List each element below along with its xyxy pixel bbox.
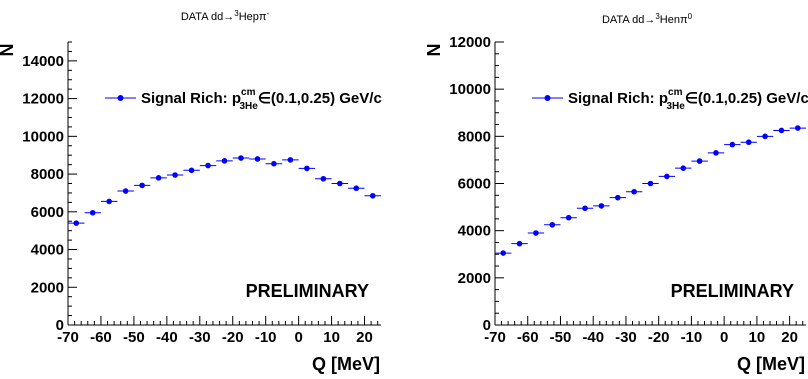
data-point: [696, 158, 703, 164]
data-point: [254, 156, 261, 162]
data-point: [304, 165, 310, 172]
data-point: [680, 165, 687, 171]
data-point: [369, 192, 376, 199]
data-point: [762, 133, 768, 140]
data-point: [565, 214, 572, 221]
legend-text: Signal Rich: pcm 3He∈(0.1,0.25) GeV/c: [141, 87, 382, 112]
data-point: [73, 220, 80, 226]
x-tick-label: -70: [484, 329, 506, 346]
data-point: [533, 230, 539, 236]
data-point: [337, 180, 343, 187]
y-axis-label: N: [0, 44, 17, 57]
x-tick-label: 10: [323, 329, 340, 346]
x-tick-label: -20: [222, 329, 244, 346]
x-tick-label: 0: [720, 329, 728, 346]
data-point: [89, 209, 96, 216]
y-tick-label: 2000: [31, 279, 64, 296]
y-tick-label: 4000: [31, 242, 64, 259]
chart-title: DATA dd→3Henπ0: [602, 12, 693, 26]
data-point: [287, 157, 294, 163]
y-tick-label: 8000: [458, 128, 491, 145]
data-point: [631, 188, 637, 195]
x-axis-label: Q [MeV]: [312, 354, 380, 374]
data-point: [188, 167, 195, 174]
y-tick-label: 0: [56, 317, 64, 334]
data-point: [745, 139, 752, 146]
y-tick-label: 10000: [449, 81, 491, 98]
data-point: [598, 203, 605, 209]
preliminary-annotation: PRELIMINARY: [246, 281, 369, 301]
x-tick-label: 0: [294, 329, 302, 346]
legend-text: Signal Rich: pcm 3He∈(0.1,0.25) GeV/c: [568, 87, 808, 112]
chart-title: DATA dd→3Hepπ-: [181, 9, 270, 23]
data-point: [778, 127, 785, 134]
x-tick-label: 20: [781, 329, 798, 346]
chart-panel-2: DATA dd→3Henπ0 -70 -60 -50 -40 -30 -20 -10 0 10 20…: [424, 12, 808, 374]
x-tick-label: -10: [255, 329, 277, 346]
x-axis-label: Q [MeV]: [737, 354, 805, 374]
data-point: [614, 194, 621, 201]
y-tick-label: 8000: [31, 166, 64, 183]
x-tick-label: -30: [615, 329, 637, 346]
legend-marker: [544, 95, 551, 101]
y-tick-label: 6000: [458, 176, 491, 193]
y-tick-label: 0: [483, 317, 491, 334]
data-point: [664, 173, 670, 180]
data-point: [795, 125, 801, 131]
data-point: [271, 160, 277, 167]
data-point: [549, 221, 556, 228]
y-axis-label: N: [424, 44, 444, 57]
data-point: [729, 141, 736, 148]
x-tick-label: 10: [749, 329, 766, 346]
y-tick-label: 12000: [22, 91, 64, 108]
data-point: [139, 182, 145, 189]
x-tick-label: -70: [57, 329, 79, 346]
data-point: [205, 162, 211, 169]
data-point: [582, 205, 588, 212]
x-tick-label: -50: [123, 329, 145, 346]
x-tick-label: -40: [156, 329, 178, 346]
x-tick-label: 20: [356, 329, 373, 346]
data-point: [353, 185, 360, 192]
x-tick-label: -40: [582, 329, 604, 346]
data-point: [320, 175, 327, 182]
data-point: [221, 158, 228, 164]
x-tick-label: -60: [90, 329, 112, 346]
y-tick-label: 2000: [458, 270, 491, 287]
data-point: [516, 240, 523, 247]
data-point: [238, 155, 244, 161]
x-tick-label: -10: [681, 329, 703, 346]
y-tick-label: 4000: [458, 223, 491, 240]
x-tick-label: -30: [189, 329, 211, 346]
data-point: [713, 150, 719, 156]
y-tick-label: 12000: [449, 34, 491, 51]
y-tick-label: 14000: [22, 53, 64, 70]
data-point: [647, 180, 654, 187]
x-tick-label: -50: [550, 329, 572, 346]
preliminary-annotation: PRELIMINARY: [671, 281, 794, 301]
data-point: [172, 172, 178, 178]
x-tick-label: -60: [517, 329, 539, 346]
y-tick-label: 10000: [22, 128, 64, 145]
data-point: [500, 250, 506, 256]
chart-panel-1: DATA dd→3Hepπ- -70 -60 -50 -40 -30 -20 -10 0 10 20…: [0, 9, 382, 374]
data-point: [155, 175, 162, 181]
x-tick-label: -20: [648, 329, 670, 346]
data-point: [106, 198, 112, 205]
y-tick-label: 6000: [31, 204, 64, 221]
legend-marker: [117, 95, 124, 101]
data-point: [122, 188, 129, 194]
